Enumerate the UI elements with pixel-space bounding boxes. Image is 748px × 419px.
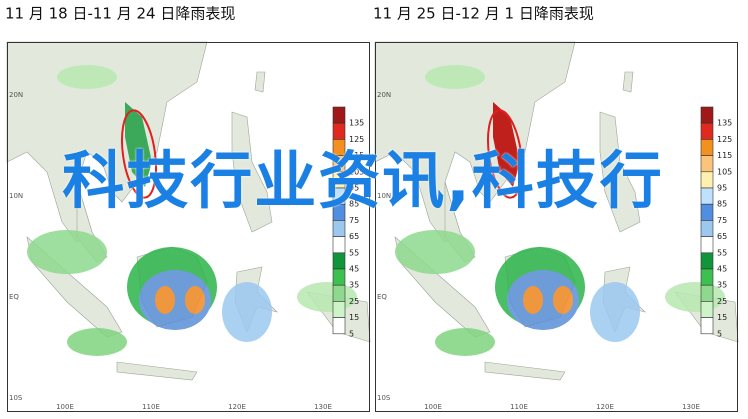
colorbar-label: 85 [717, 200, 727, 209]
colorbar-label: 15 [717, 313, 727, 322]
colorbar-cell [332, 236, 346, 254]
colorbar-label: 55 [717, 248, 727, 257]
colorbar-cell [700, 317, 714, 335]
lon-label: 110E [142, 403, 160, 411]
lon-label: 100E [56, 403, 74, 411]
overlay-text: 科技行业资讯,科技行 [62, 144, 664, 217]
lat-label: 20N [377, 91, 391, 99]
colorbar-label: 135 [349, 119, 364, 128]
colorbar-label: 25 [349, 297, 359, 306]
colorbar-cell [700, 252, 714, 270]
colorbar-cell [332, 220, 346, 237]
lon-label: 120E [596, 403, 614, 411]
colorbar-label: 35 [349, 281, 359, 290]
colorbar-label: 45 [349, 265, 359, 274]
colorbar-label: 95 [349, 184, 359, 193]
rainfall-moderate [125, 102, 152, 187]
lat-label: 10N [377, 192, 391, 200]
colorbar-label: 95 [717, 184, 727, 193]
colorbar-label: 75 [349, 216, 359, 225]
lon-label: 130E [314, 403, 332, 411]
colorbar-cell [700, 122, 714, 140]
map-frame [7, 42, 370, 412]
colorbar-label: 125 [349, 135, 364, 144]
colorbar-cell [700, 220, 714, 237]
colorbar-label: 125 [717, 135, 732, 144]
lat-label: 10S [9, 394, 23, 402]
colorbar-label: 5 [717, 329, 722, 338]
colorbar-label: 55 [349, 248, 359, 257]
highlight-circle [487, 109, 523, 199]
colorbar-label: 105 [717, 167, 732, 176]
colorbar-cell [332, 284, 346, 302]
map: 20N 10N EQ 10S 100E 110E 120E 130E 135 125 115 105 9… [6, 41, 371, 412]
colorbar-label: 5 [349, 329, 354, 338]
colorbar-label: 65 [349, 232, 359, 241]
colorbar-label: 15 [349, 313, 359, 322]
colorbar-label: 135 [717, 119, 732, 128]
colorbar-cell [332, 122, 346, 140]
colorbar-cell [700, 284, 714, 302]
lat-label: EQ [377, 293, 387, 301]
colorbar-label: 115 [349, 151, 364, 160]
colorbar-cell [332, 268, 346, 286]
colorbar-cell [332, 301, 346, 318]
lat-label: 10S [377, 394, 391, 402]
colorbar-cell [700, 268, 714, 286]
colorbar-cell [332, 317, 346, 335]
lat-label: 10N [9, 192, 23, 200]
colorbar-label: 75 [717, 216, 727, 225]
colorbar-cell [700, 106, 714, 124]
panel-title: 11 月 18 日-11 月 24 日降雨表现 [5, 5, 235, 23]
colorbar-label: 105 [349, 167, 364, 176]
highlight-circle [121, 109, 157, 199]
lon-label: 110E [510, 403, 528, 411]
colorbar-cell [332, 106, 346, 124]
lon-label: 120E [228, 403, 246, 411]
colorbar-cell [700, 301, 714, 318]
colorbar-cell [332, 252, 346, 270]
map-frame [375, 42, 738, 412]
colorbar-label: 85 [349, 200, 359, 209]
map: 20N 10N EQ 10S 100E 110E 120E 130E 135 125 115 105 9… [374, 41, 739, 412]
lon-label: 130E [682, 403, 700, 411]
colorbar-label: 45 [717, 265, 727, 274]
lat-label: EQ [9, 293, 19, 301]
colorbar-label: 65 [717, 232, 727, 241]
colorbar-label: 35 [717, 281, 727, 290]
lon-label: 100E [424, 403, 442, 411]
colorbar-label: 25 [717, 297, 727, 306]
panel-title: 11 月 25 日-12 月 1 日降雨表现 [373, 5, 594, 23]
colorbar-label: 115 [717, 151, 732, 160]
rainfall-heavy [493, 102, 520, 187]
colorbar-cell [700, 236, 714, 254]
lat-label: 20N [9, 91, 23, 99]
